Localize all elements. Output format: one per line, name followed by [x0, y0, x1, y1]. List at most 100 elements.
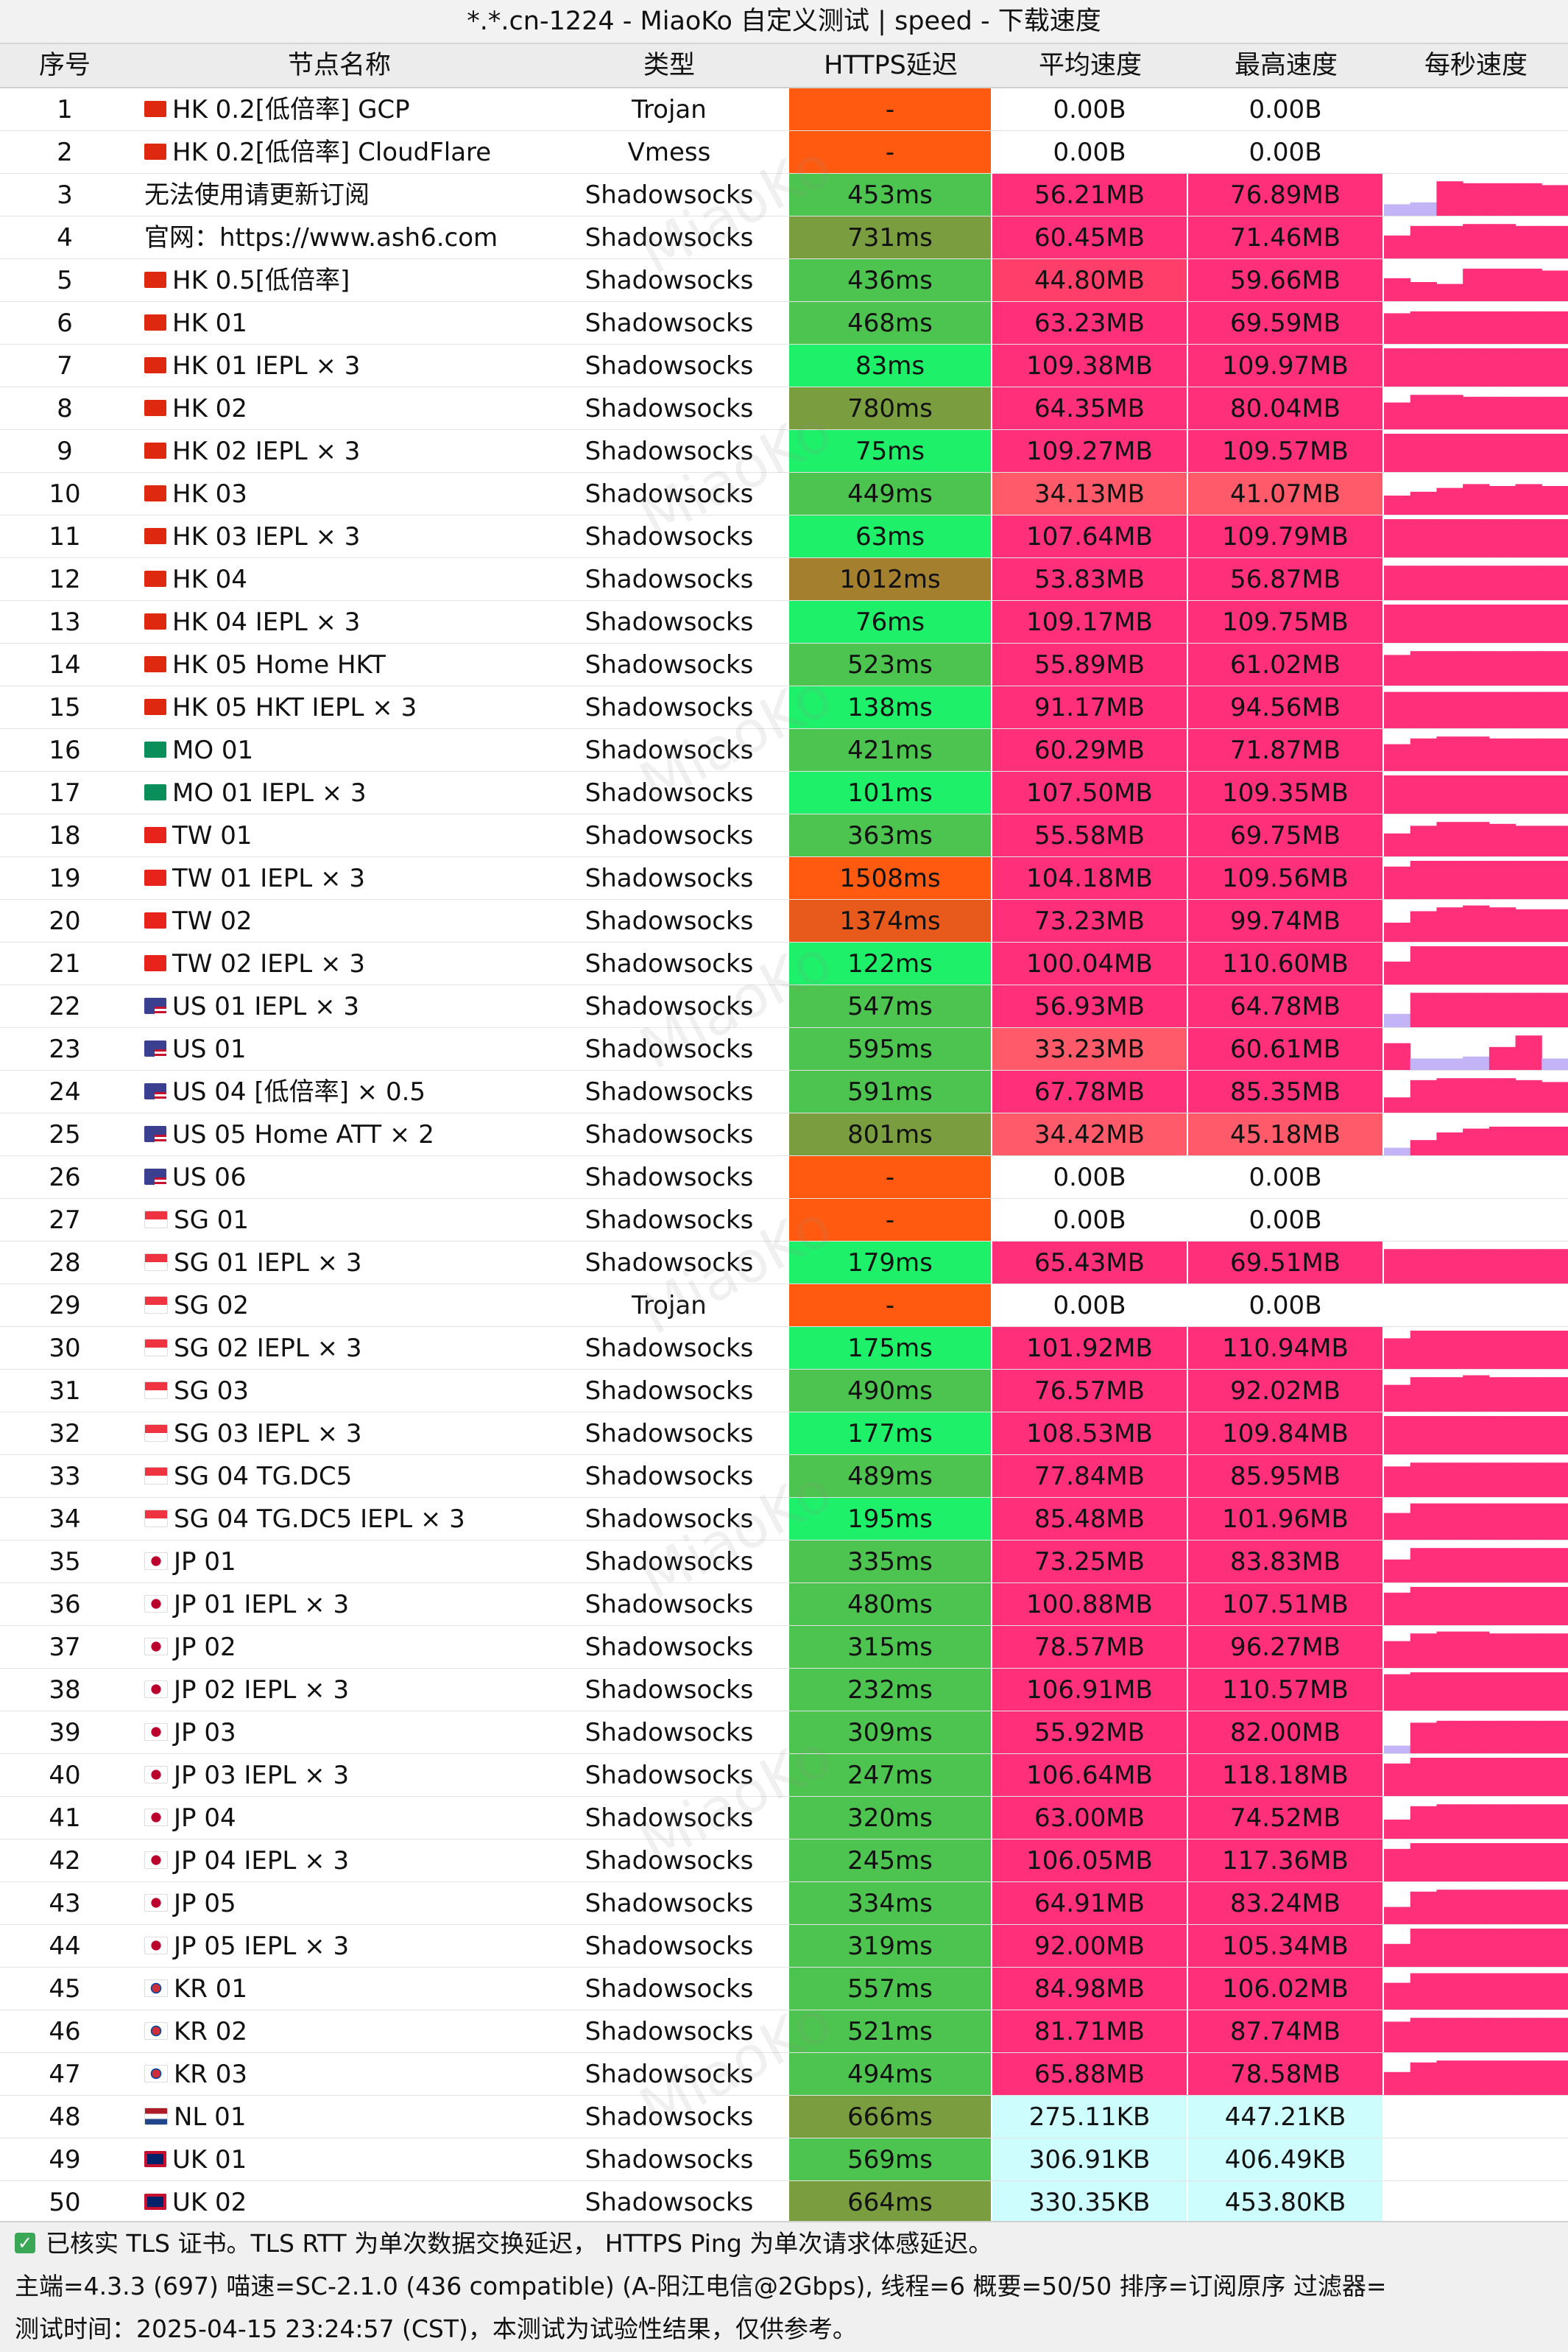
- max-speed: 109.35MB: [1188, 772, 1384, 814]
- max-speed: 85.95MB: [1188, 1455, 1384, 1497]
- table-row: 6 HK 01 Shadowsocks 468ms 63.23MB 69.59MB: [0, 302, 1568, 345]
- max-speed: 109.57MB: [1188, 430, 1384, 472]
- speed-bar: [1541, 1331, 1568, 1369]
- speed-bar: [1541, 909, 1568, 942]
- speed-bar: [1515, 1758, 1542, 1796]
- max-speed: 83.24MB: [1188, 1882, 1384, 1924]
- protocol-type: Shadowsocks: [585, 693, 754, 722]
- per-second-speed-chart: [1384, 1968, 1568, 2010]
- speed-bar: [1384, 566, 1411, 600]
- speed-bar: [1384, 1013, 1411, 1027]
- table-row: 40 JP 03 IEPL × 3 Shadowsocks 247ms 106.64MB…: [0, 1754, 1568, 1797]
- speed-bar: [1436, 1672, 1463, 1711]
- node-name-cell: SG 04 TG.DC5: [130, 1455, 549, 1497]
- per-second-speed-chart: [1384, 345, 1568, 387]
- node-name: JP 03: [174, 1718, 236, 1747]
- speed-bar: [1436, 487, 1463, 515]
- speed-bar: [1463, 736, 1490, 771]
- flag-jp-icon: [144, 1893, 168, 1912]
- average-speed: 106.91MB: [992, 1669, 1188, 1711]
- flag-jp-icon: [144, 1765, 168, 1784]
- speed-bar: [1541, 1503, 1568, 1540]
- per-second-speed-chart: [1384, 1541, 1568, 1582]
- node-name-cell: TW 02 IEPL × 3: [130, 943, 549, 985]
- protocol-type: Shadowsocks: [585, 1504, 754, 1534]
- average-speed: 330.35KB: [992, 2181, 1188, 2223]
- per-second-speed-chart: [1384, 1242, 1568, 1284]
- https-latency: -: [789, 88, 992, 130]
- speed-bar: [1410, 1722, 1437, 1753]
- speed-bar: [1488, 224, 1516, 258]
- speed-bar: [1488, 1720, 1516, 1753]
- speed-bar: [1436, 1804, 1463, 1839]
- speed-bar: [1384, 923, 1411, 942]
- speed-bar: [1463, 2018, 1490, 2052]
- speed-bar: [1515, 738, 1542, 771]
- speed-bar: [1515, 1462, 1542, 1497]
- speed-bar: [1463, 2060, 1490, 2095]
- speed-bar: [1436, 2018, 1463, 2052]
- node-name: SG 03 IEPL × 3: [174, 1419, 362, 1448]
- speed-bar: [1488, 1127, 1516, 1155]
- speed-bar: [1515, 691, 1542, 728]
- speed-bar: [1463, 1375, 1490, 1412]
- speed-bar: [1436, 284, 1463, 301]
- https-latency: 1508ms: [789, 857, 992, 899]
- table-row: 10 HK 03 Shadowsocks 449ms 34.13MB 41.07MB: [0, 473, 1568, 515]
- node-name: HK 01 IEPL × 3: [172, 351, 361, 381]
- speed-bar: [1410, 993, 1437, 1027]
- max-speed: 109.56MB: [1188, 857, 1384, 899]
- node-name: JP 01 IEPL × 3: [174, 1590, 350, 1619]
- speed-bar: [1463, 183, 1490, 216]
- row-index: 20: [49, 906, 81, 936]
- node-name-cell: HK 05 HKT IEPL × 3: [130, 686, 549, 728]
- speed-bar: [1384, 1249, 1411, 1284]
- flag-sg-icon: [144, 1509, 168, 1527]
- per-second-speed-chart: [1384, 985, 1568, 1027]
- per-second-speed-chart: [1384, 2053, 1568, 2095]
- speed-bar: [1410, 861, 1437, 899]
- per-second-speed-chart: [1384, 601, 1568, 643]
- speed-bar: [1410, 282, 1437, 301]
- average-speed: 0.00B: [992, 88, 1188, 130]
- flag-sg-icon: [144, 1295, 168, 1314]
- speed-bar: [1488, 1503, 1516, 1540]
- table-row: 46 KR 02 Shadowsocks 521ms 81.71MB 87.74MB: [0, 2010, 1568, 2053]
- flag-jp-icon: [144, 1936, 168, 1954]
- node-name-cell: JP 04: [130, 1797, 549, 1839]
- max-speed: 109.84MB: [1188, 1412, 1384, 1454]
- flag-uk-icon: [144, 2193, 166, 2210]
- max-speed: 109.97MB: [1188, 345, 1384, 387]
- speed-bar: [1541, 775, 1568, 814]
- node-name: JP 01: [174, 1547, 236, 1577]
- table-row: 7 HK 01 IEPL × 3 Shadowsocks 83ms 109.38MB 10…: [0, 345, 1568, 387]
- speed-bar: [1488, 1973, 1516, 2010]
- protocol-type: Shadowsocks: [585, 1077, 754, 1107]
- speed-bar: [1515, 1127, 1542, 1155]
- average-speed: 84.98MB: [992, 1968, 1188, 2010]
- speed-bar: [1541, 2018, 1568, 2052]
- average-speed: 55.89MB: [992, 644, 1188, 686]
- max-speed: 107.51MB: [1188, 1583, 1384, 1625]
- node-name: SG 02 IEPL × 3: [174, 1334, 362, 1363]
- speed-bar: [1410, 1462, 1437, 1497]
- https-latency: 247ms: [789, 1754, 992, 1796]
- protocol-type: Shadowsocks: [585, 1889, 754, 1918]
- flag-us-icon: [144, 1125, 166, 1142]
- row-index: 12: [49, 565, 81, 594]
- speed-bar: [1436, 1249, 1463, 1284]
- max-speed: 106.02MB: [1188, 1968, 1384, 2010]
- average-speed: 60.29MB: [992, 729, 1188, 771]
- node-name-cell: TW 01 IEPL × 3: [130, 857, 549, 899]
- speed-bar: [1463, 1128, 1490, 1155]
- speed-bar: [1384, 278, 1411, 301]
- row-index: 35: [49, 1547, 81, 1577]
- average-speed: 53.83MB: [992, 558, 1188, 600]
- flag-sg-icon: [144, 1253, 168, 1271]
- table-row: 50 UK 02 Shadowsocks 664ms 330.35KB 453.80KB: [0, 2181, 1568, 2224]
- speed-bar: [1436, 1631, 1463, 1668]
- protocol-type: Shadowsocks: [585, 309, 754, 338]
- https-latency: 63ms: [789, 515, 992, 557]
- node-name-cell: HK 03: [130, 473, 549, 515]
- node-name-cell: SG 01 IEPL × 3: [130, 1242, 549, 1284]
